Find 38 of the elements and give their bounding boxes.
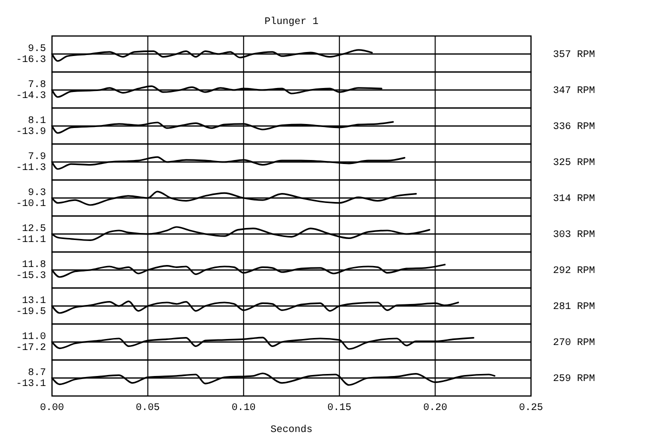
text: 7.8 bbox=[28, 80, 46, 91]
text: 11.8 bbox=[22, 260, 46, 271]
text: 13.1 bbox=[22, 296, 46, 307]
text: -17.2 bbox=[16, 343, 46, 354]
text: 7.9 bbox=[28, 152, 46, 163]
y2-axis-title: 259 RPM bbox=[553, 374, 596, 385]
y2-axis-title: 314 RPM bbox=[553, 194, 596, 205]
x-tick-label: 0.20 bbox=[423, 403, 448, 414]
text: -16.3 bbox=[16, 55, 46, 66]
text: 9.5 bbox=[28, 44, 46, 55]
text: 12.5 bbox=[22, 224, 46, 235]
x-tick-label: 0.15 bbox=[327, 403, 352, 414]
y2-axis-title: 357 RPM bbox=[553, 50, 596, 61]
text: -11.1 bbox=[16, 235, 46, 246]
text: 8.7 bbox=[28, 368, 46, 379]
chart-title: Plunger 1 bbox=[264, 16, 319, 28]
y2-axis-title: 347 RPM bbox=[553, 86, 596, 97]
text: -15.3 bbox=[16, 271, 46, 282]
x-tick-label: 0.25 bbox=[518, 403, 544, 414]
y2-axis-title: 270 RPM bbox=[553, 338, 596, 349]
text: -11.3 bbox=[16, 163, 46, 174]
text: 8.1 bbox=[28, 116, 46, 127]
text: 11.0 bbox=[22, 332, 46, 343]
y2-axis-title: 281 RPM bbox=[553, 302, 596, 313]
x-tick-label: 0.05 bbox=[136, 403, 160, 414]
y2-axis-title: 292 RPM bbox=[553, 266, 596, 277]
y2-axis-title: 336 RPM bbox=[553, 122, 596, 133]
y2-axis-title: 303 RPM bbox=[553, 230, 596, 241]
text: -14.3 bbox=[16, 91, 46, 102]
text: -19.5 bbox=[16, 307, 46, 318]
x-axis-title: Seconds bbox=[270, 424, 313, 436]
x-tick-label: 0.10 bbox=[232, 403, 256, 414]
x-tick-label: 0.00 bbox=[40, 403, 64, 414]
y2-axis-title: 325 RPM bbox=[553, 158, 596, 169]
text: -10.1 bbox=[16, 199, 46, 210]
text: -13.9 bbox=[16, 127, 46, 138]
text: 9.3 bbox=[28, 188, 46, 199]
text: -13.1 bbox=[16, 379, 46, 390]
